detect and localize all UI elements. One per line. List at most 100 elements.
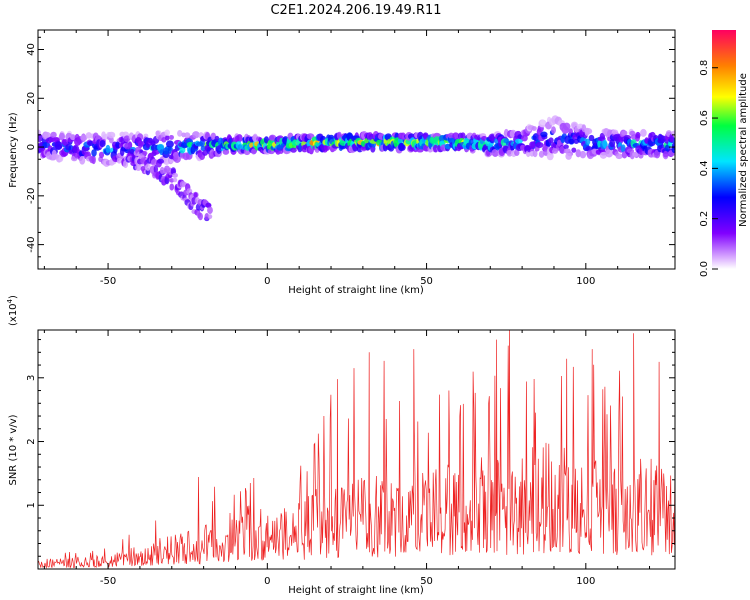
snr-x-axis-label: Height of straight line (km) — [288, 585, 424, 596]
heatmap-cell — [521, 134, 528, 142]
heatmap-cell — [584, 128, 593, 135]
colorbar-tick-label: 0.2 — [699, 211, 710, 227]
heatmap-cell — [323, 144, 331, 151]
snr-y-ticks: 1 2 3 — [26, 339, 675, 557]
heatmap-cell — [611, 129, 619, 135]
heatmap-cell — [562, 122, 571, 131]
colorbar-tick-label: 0.8 — [699, 60, 710, 76]
colorbar-gradient — [712, 30, 736, 269]
heatmap-cell — [207, 206, 213, 214]
spectrogram-y-tick-label: -20 — [26, 188, 37, 204]
heatmap-cell — [169, 183, 175, 191]
heatmap-cell — [124, 143, 131, 150]
snr-x-tick-label: 100 — [576, 576, 595, 587]
heatmap-cell — [184, 132, 191, 139]
heatmap-cell — [268, 134, 277, 141]
heatmap-cell — [123, 135, 131, 143]
heatmap-cell — [290, 147, 297, 153]
heatmap-cell — [171, 172, 178, 178]
heatmap-cell — [210, 132, 216, 141]
spectrogram-x-axis-label: Height of straight line (km) — [288, 285, 424, 296]
heatmap-cell — [156, 143, 165, 151]
spectrogram-axes-frame — [37, 29, 676, 270]
snr-x-ticks: -50 0 50 100 — [43, 330, 651, 587]
heatmap-cell — [204, 213, 210, 220]
heatmap-cell — [165, 140, 174, 148]
colorbar: 0.0 0.2 0.4 0.6 0.8 Normalized spectral ampl… — [699, 30, 749, 277]
heatmap-cell — [155, 130, 160, 137]
heatmap-cell — [164, 129, 170, 136]
colorbar-tick-label: 0.6 — [699, 110, 710, 126]
spectrogram-panel: -50 0 50 100 -40 -20 0 20 40 Height of straight… — [8, 29, 676, 296]
heatmap-cell — [263, 136, 269, 144]
heatmap-cell — [588, 134, 595, 142]
heatmap-cell — [70, 134, 76, 141]
heatmap-cell — [538, 150, 545, 158]
heatmap-cell — [597, 136, 606, 142]
spectrogram-y-tick-label: 20 — [26, 92, 37, 105]
heatmap-cell — [671, 142, 675, 151]
heatmap-cell — [150, 158, 158, 166]
colorbar-tick-label: 0.4 — [699, 160, 710, 176]
heatmap-cell — [535, 141, 544, 149]
spectrogram-y-tick-label: 40 — [26, 43, 37, 56]
snr-scale-label: (x104) — [6, 295, 19, 326]
spectrogram-x-tick-label: 100 — [576, 276, 595, 287]
heatmap-cell — [222, 148, 230, 155]
heatmap-cell — [556, 139, 562, 147]
heatmap-cell — [193, 192, 198, 198]
spectrogram-x-tick-label: 50 — [420, 276, 433, 287]
heatmap-cell — [571, 147, 577, 153]
heatmap-cell — [135, 164, 142, 171]
colorbar-tick-label: 0.0 — [699, 261, 710, 277]
heatmap-cell — [620, 144, 626, 153]
heatmap-cell — [172, 177, 178, 183]
heatmap-cell — [460, 132, 466, 140]
heatmap-cell — [197, 212, 203, 221]
heatmap-cell — [491, 148, 499, 157]
heatmap-cell — [539, 119, 547, 126]
heatmap-cell — [192, 131, 200, 139]
snr-y-axis-label: SNR (10 * v/v) — [8, 414, 19, 485]
heatmap-cell — [532, 133, 540, 142]
heatmap-cell — [91, 155, 96, 165]
heatmap-cell — [585, 145, 593, 152]
heatmap-cell — [615, 153, 623, 160]
snr-panel: -50 0 50 100 1 2 3 Height of straight line (k… — [6, 295, 676, 596]
heatmap-cell — [115, 141, 121, 149]
heatmap-cell — [605, 149, 614, 158]
heatmap-cell — [548, 137, 554, 144]
heatmap-cell — [80, 134, 88, 141]
heatmap-cell — [568, 138, 575, 145]
heatmap-cell — [640, 128, 647, 137]
heatmap-cell — [632, 151, 639, 157]
heatmap-cell — [153, 164, 159, 174]
spectrogram-y-tick-label: 0 — [26, 144, 37, 150]
snr-x-tick-label: 0 — [264, 576, 270, 587]
heatmap-cell — [654, 149, 661, 159]
heatmap-cell — [540, 131, 548, 138]
heatmap-cell — [79, 155, 86, 165]
heatmap-cell — [575, 149, 582, 158]
heatmap-cell — [207, 214, 213, 220]
snr-y-tick-label: 2 — [26, 438, 37, 444]
spectrogram-y-ticks: -40 -20 0 20 40 — [26, 36, 675, 258]
heatmap-cell — [54, 141, 63, 150]
heatmap-cell — [99, 139, 106, 148]
heatmap-cell — [144, 163, 151, 171]
figure-title: C2E1.2024.206.19.49.R11 — [270, 3, 441, 18]
heatmap-cell — [565, 152, 572, 160]
heatmap-cell — [129, 148, 135, 155]
heatmap-cell — [42, 142, 51, 149]
spectrogram-x-ticks: -50 0 50 100 — [43, 30, 651, 287]
heatmap-cell — [38, 133, 43, 143]
heatmap-cell — [236, 134, 243, 143]
heatmap-marks — [38, 115, 675, 222]
heatmap-cell — [165, 135, 170, 141]
heatmap-cell — [214, 135, 220, 142]
spectrogram-y-axis-label: Frequency (Hz) — [8, 112, 19, 188]
heatmap-cell — [532, 150, 538, 158]
heatmap-cell — [621, 130, 628, 136]
heatmap-cell — [91, 149, 97, 157]
heatmap-cell — [151, 149, 160, 155]
